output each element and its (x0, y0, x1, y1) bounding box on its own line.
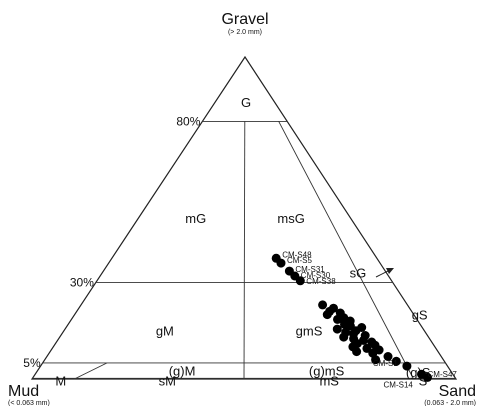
gravel-percent-label-0: 80% (176, 114, 200, 128)
sample-label-6: CM-S47 (428, 370, 458, 379)
sample-point-19 (332, 324, 342, 334)
sample-points (271, 253, 432, 382)
class-label-6: gS (412, 307, 428, 322)
sample-label-1: CM-S5 (287, 256, 312, 265)
sample-point-7 (423, 372, 432, 382)
top-vertex-label: Gravel (221, 11, 268, 28)
gravel-percent-labels: 80% 30% 5% (23, 114, 200, 370)
vertex-labels: Gravel(> 2.0 mm) Mud(< 0.063 mm) Sand(0.06… (8, 11, 476, 406)
sample-point-14 (333, 314, 342, 324)
class-label-2: msG (277, 211, 304, 226)
class-label-0: G (241, 95, 251, 110)
sample-label-7: CM-S14 (384, 380, 414, 389)
class-label-10: M (55, 374, 66, 389)
arrow-head (386, 268, 394, 274)
sample-point-12 (322, 310, 332, 320)
sample-point-1 (276, 258, 286, 268)
sample-label-2: CM-S31 (295, 265, 325, 274)
sample-point-37 (391, 356, 401, 366)
sand-mud-1-1-line (243, 121, 246, 380)
sample-point-5 (402, 361, 412, 371)
class-label-3: sG (350, 266, 367, 281)
class-label-11: sM (159, 374, 176, 389)
sample-point-33 (352, 347, 362, 357)
gravel-percent-label-2: 5% (23, 356, 41, 370)
class-label-4: gM (156, 324, 174, 339)
right-vertex-label: Sand (439, 383, 476, 400)
left-vertex-sublabel: (< 0.063 mm) (8, 400, 50, 406)
sample-label-0: CM-S48 (282, 250, 312, 259)
sample-label-4: CM-S38 (306, 277, 336, 286)
sand-mud-1-9-line (74, 362, 108, 380)
sample-point-24 (339, 332, 349, 342)
class-boundaries (32, 120, 456, 380)
class-label-8: (g)mS (309, 364, 345, 379)
gravel-percent-label-1: 30% (70, 275, 94, 289)
class-label-1: mG (185, 211, 206, 226)
sample-label-3: CM-S30 (301, 271, 331, 280)
class-label-12: mS (319, 374, 339, 389)
left-vertex-label: Mud (8, 383, 39, 400)
class-label-7: (g)M (169, 364, 196, 379)
sample-point-36 (371, 355, 381, 365)
sample-point-35 (383, 352, 393, 361)
sample-label-5: CM-S1 (373, 359, 398, 368)
right-vertex-sublabel: (0.063 - 2.0 mm) (424, 400, 476, 406)
sample-point-4 (295, 276, 305, 286)
sample-point-8 (318, 300, 328, 310)
sand-mud-9-1-line (278, 121, 414, 380)
class-label-13: S (419, 374, 428, 389)
top-vertex-sublabel: (> 2.0 mm) (228, 29, 262, 36)
gS-arrow (375, 268, 394, 278)
class-label-5: gmS (296, 324, 323, 339)
